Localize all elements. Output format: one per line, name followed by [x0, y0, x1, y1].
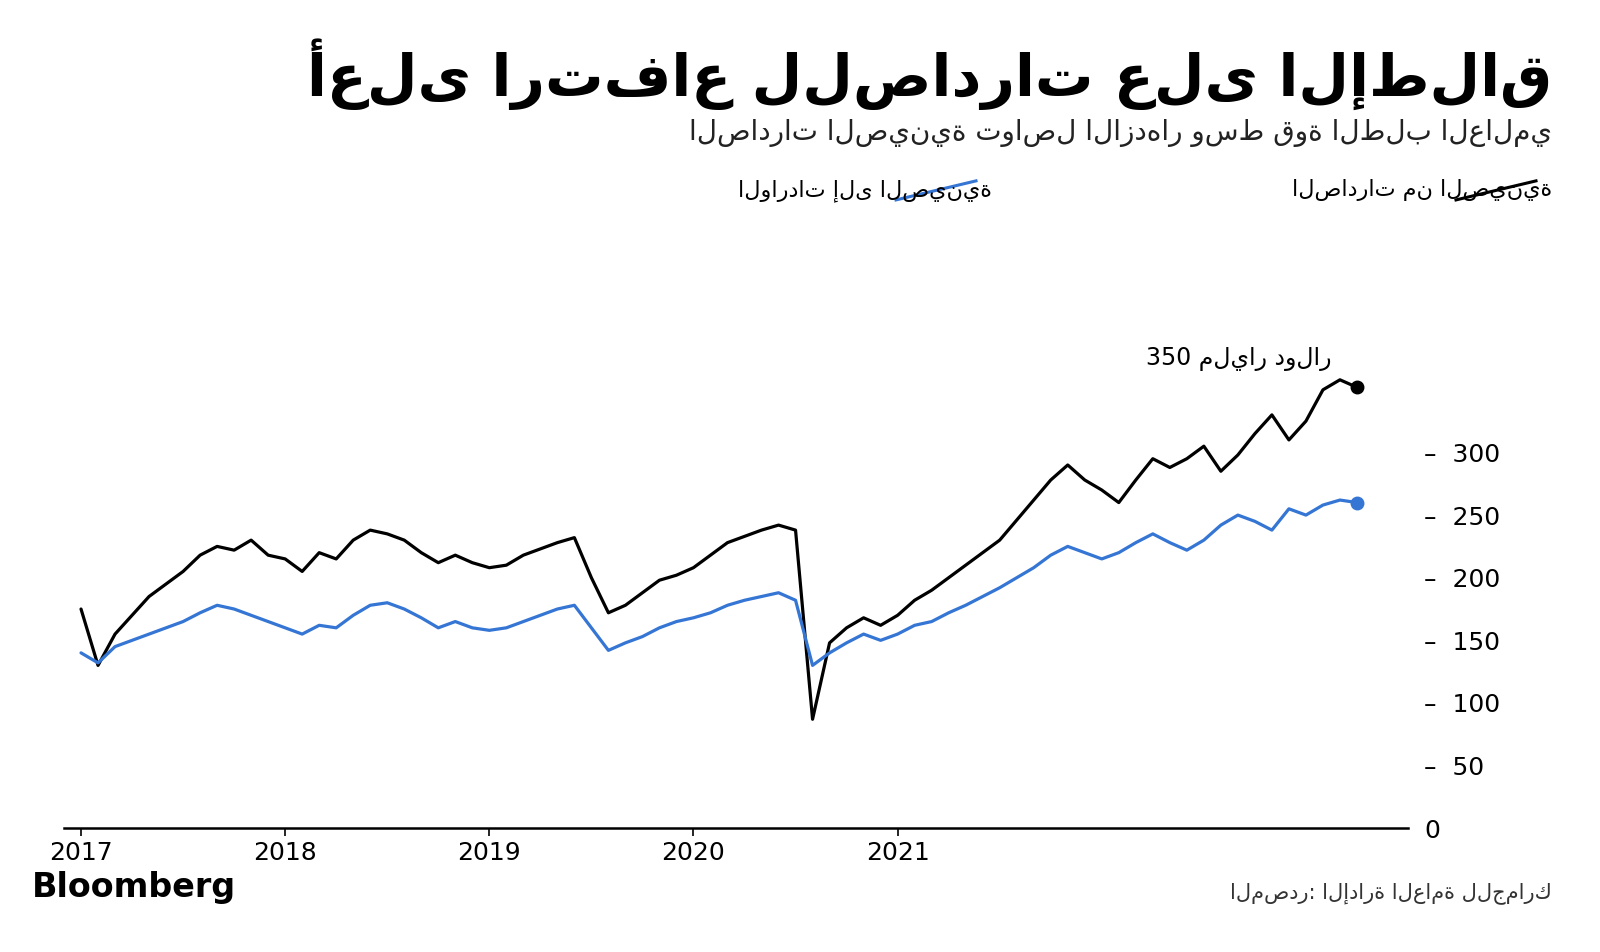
Text: المصدر: الإدارة العامة للجمارك: المصدر: الإدارة العامة للجمارك — [1230, 883, 1552, 904]
Text: الصادرات الصينية تواصل الازدهار وسط قوة الطلب العالمي: الصادرات الصينية تواصل الازدهار وسط قوة … — [690, 119, 1552, 147]
Text: الواردات إلى الصينية: الواردات إلى الصينية — [738, 179, 992, 202]
Text: الصادرات من الصينية: الصادرات من الصينية — [1291, 179, 1552, 202]
Text: 350 مليار دولار: 350 مليار دولار — [1147, 347, 1331, 370]
Text: أعلى ارتفاع للصادرات على الإطلاق: أعلى ارتفاع للصادرات على الإطلاق — [307, 38, 1552, 109]
Text: Bloomberg: Bloomberg — [32, 871, 237, 904]
